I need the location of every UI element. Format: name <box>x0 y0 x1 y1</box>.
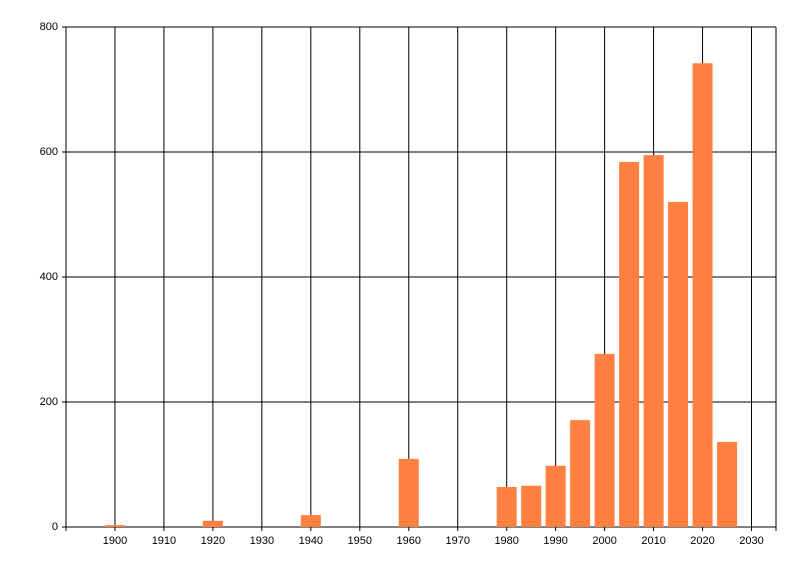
bar <box>692 63 713 527</box>
bar <box>594 353 615 527</box>
bar <box>717 442 738 527</box>
x-tick-label: 2000 <box>592 535 616 547</box>
x-tick-label: 1920 <box>201 535 225 547</box>
bar <box>668 202 689 527</box>
bar <box>521 485 542 527</box>
y-tick-label: 400 <box>40 271 58 283</box>
bar <box>619 162 640 527</box>
x-tick-label: 1950 <box>348 535 372 547</box>
y-tick-label: 200 <box>40 396 58 408</box>
x-tick-label: 1930 <box>250 535 274 547</box>
x-tick-label: 1980 <box>494 535 518 547</box>
bar <box>104 525 125 527</box>
bar <box>398 458 419 527</box>
bar <box>496 487 517 527</box>
bar <box>202 520 223 527</box>
x-tick-label: 2020 <box>690 535 714 547</box>
x-tick-label: 1970 <box>445 535 469 547</box>
x-tick-label: 1940 <box>299 535 323 547</box>
x-tick-label: 1900 <box>103 535 127 547</box>
x-tick-label: 1960 <box>397 535 421 547</box>
x-tick-label: 2010 <box>641 535 665 547</box>
x-tick-label: 2030 <box>739 535 763 547</box>
x-tick-label: 1990 <box>543 535 567 547</box>
bar <box>300 515 321 527</box>
bar <box>643 155 664 527</box>
y-tick-label: 800 <box>40 21 58 33</box>
bar <box>570 420 591 527</box>
y-tick-label: 0 <box>52 521 58 533</box>
y-tick-label: 600 <box>40 146 58 158</box>
bar <box>545 465 566 527</box>
x-tick-label: 1910 <box>152 535 176 547</box>
